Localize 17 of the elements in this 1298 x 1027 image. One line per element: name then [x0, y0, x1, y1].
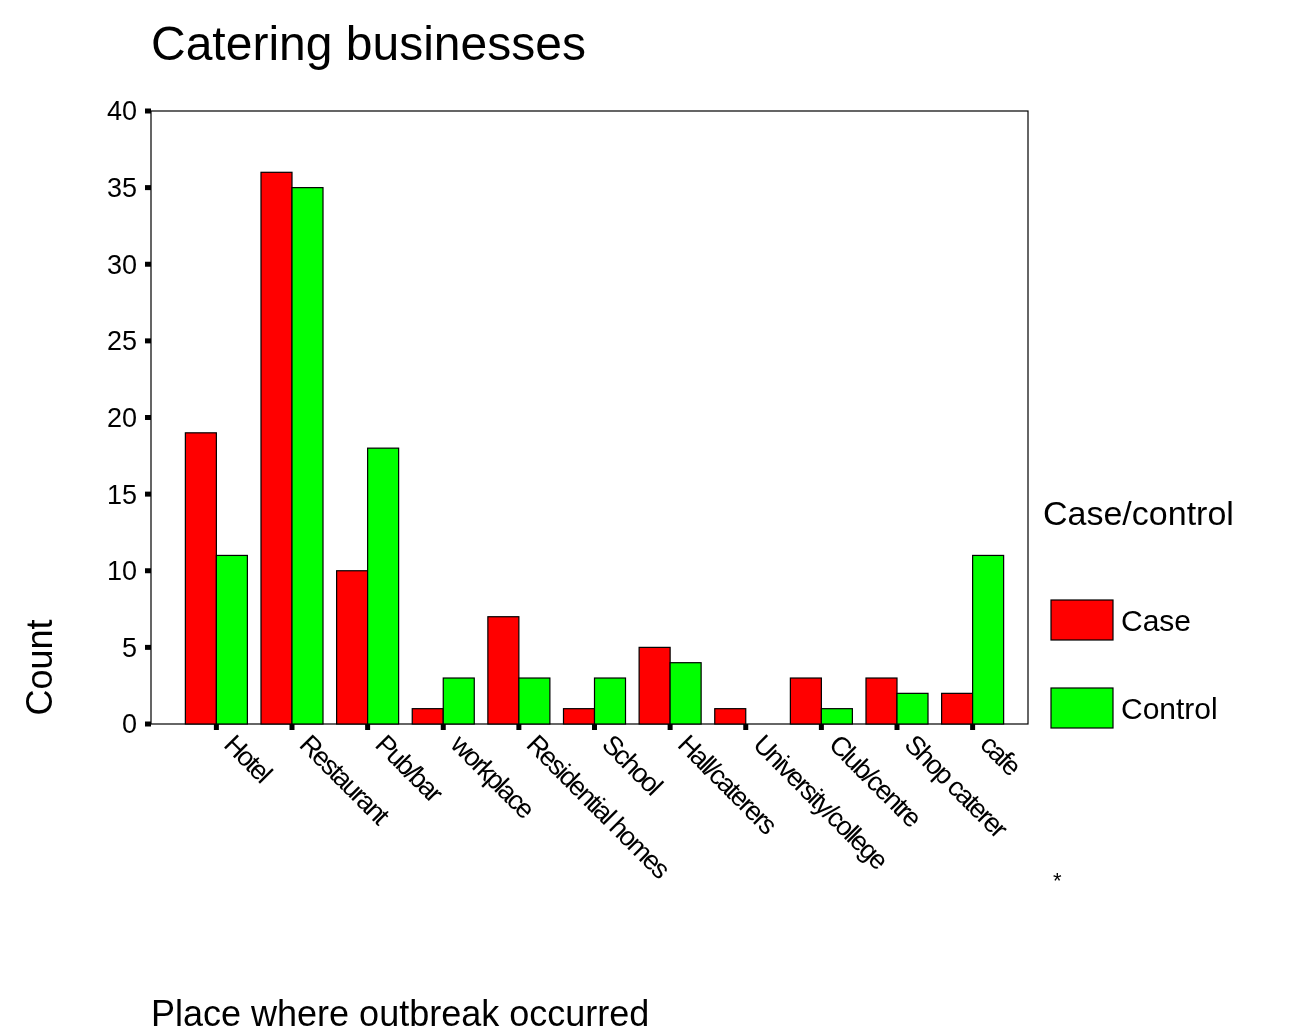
y-tick-label: 25 — [106, 326, 137, 357]
legend-label: Case — [1121, 603, 1192, 637]
legend-title: Case/control — [1043, 494, 1234, 532]
y-tick-label: 5 — [121, 632, 137, 663]
x-axis-title: Place where outbreak occurred — [151, 993, 650, 1027]
text: * — [1053, 868, 1062, 893]
y-tick-label: 10 — [106, 556, 137, 587]
y-tick-label: 0 — [121, 709, 137, 740]
y-axis-title: Count — [19, 619, 60, 716]
chart-title: Catering businesses — [151, 17, 586, 70]
y-tick-label: 40 — [106, 96, 137, 127]
y-tick-label: 35 — [106, 173, 137, 204]
y-tick-label: 15 — [106, 479, 137, 510]
legend-label: Control — [1121, 691, 1218, 725]
y-tick-label: 30 — [106, 249, 137, 280]
y-tick-label: 20 — [106, 402, 137, 433]
x-tick-label: cafe — [974, 729, 1027, 782]
